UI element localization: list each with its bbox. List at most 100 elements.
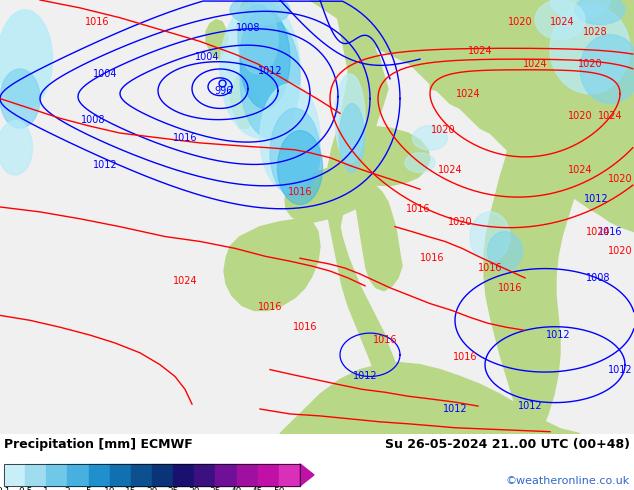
Bar (25, 464, 46, 486)
Ellipse shape (260, 84, 320, 192)
Text: 1024: 1024 (598, 111, 623, 122)
Text: 1008: 1008 (586, 273, 611, 283)
Text: 10: 10 (104, 487, 115, 490)
Text: 0.5: 0.5 (18, 487, 32, 490)
Ellipse shape (335, 74, 365, 163)
Bar (152, 464, 173, 486)
Text: Su 26-05-2024 21..00 UTC (00+48): Su 26-05-2024 21..00 UTC (00+48) (385, 438, 630, 451)
Ellipse shape (405, 153, 435, 172)
Bar (4, 464, 25, 486)
Polygon shape (346, 126, 430, 185)
Bar (194, 464, 216, 486)
Text: 1020: 1020 (430, 125, 455, 135)
Text: 1: 1 (43, 487, 49, 490)
Text: 1008: 1008 (81, 115, 105, 125)
Text: 1020: 1020 (607, 174, 632, 184)
Text: 1020: 1020 (508, 17, 533, 26)
Text: Precipitation [mm] ECMWF: Precipitation [mm] ECMWF (4, 438, 193, 451)
Polygon shape (430, 0, 634, 136)
Text: 1024: 1024 (456, 89, 481, 98)
Ellipse shape (550, 0, 610, 20)
Bar (257, 464, 279, 486)
Text: 1008: 1008 (236, 23, 260, 33)
Ellipse shape (413, 125, 448, 150)
Text: 30: 30 (188, 487, 200, 490)
Text: 1016: 1016 (406, 204, 430, 214)
Text: 1020: 1020 (448, 217, 472, 227)
Ellipse shape (220, 0, 300, 138)
Text: 1012: 1012 (518, 401, 542, 411)
Ellipse shape (339, 103, 365, 172)
Text: 1020: 1020 (607, 246, 632, 256)
Text: 1024: 1024 (550, 17, 574, 26)
Text: 1024: 1024 (437, 165, 462, 174)
Bar (4, 464, 300, 486)
Polygon shape (310, 0, 634, 177)
Text: 1028: 1028 (583, 26, 607, 37)
Text: 1016: 1016 (172, 133, 197, 143)
Text: 20: 20 (146, 487, 158, 490)
Bar (173, 464, 194, 486)
Text: 1012: 1012 (584, 194, 608, 204)
Text: 1016: 1016 (598, 226, 622, 237)
Text: 996: 996 (215, 86, 233, 96)
Text: 1012: 1012 (443, 404, 467, 414)
Polygon shape (230, 0, 260, 128)
Bar (67, 464, 89, 486)
Polygon shape (206, 20, 228, 59)
Bar (279, 464, 300, 486)
Text: 1016: 1016 (293, 322, 317, 332)
Ellipse shape (580, 34, 634, 103)
Text: 40: 40 (231, 487, 242, 490)
Text: 1020: 1020 (578, 59, 602, 69)
Text: 1024: 1024 (586, 226, 611, 237)
Ellipse shape (230, 0, 290, 24)
Text: 1024: 1024 (522, 59, 547, 69)
Polygon shape (285, 166, 375, 222)
Text: 1016: 1016 (453, 352, 477, 362)
Ellipse shape (575, 0, 625, 24)
Text: 1012: 1012 (353, 371, 377, 382)
Text: 1012: 1012 (546, 330, 571, 340)
Ellipse shape (535, 0, 585, 39)
Text: 1012: 1012 (257, 66, 282, 76)
Ellipse shape (550, 5, 630, 94)
Text: 5: 5 (86, 487, 91, 490)
Text: 45: 45 (252, 487, 263, 490)
Bar (110, 464, 131, 486)
Polygon shape (440, 0, 634, 41)
Bar (89, 464, 110, 486)
Bar (131, 464, 152, 486)
Text: 50: 50 (273, 487, 285, 490)
Ellipse shape (0, 10, 53, 108)
Ellipse shape (0, 69, 40, 128)
Ellipse shape (270, 108, 320, 197)
Text: 1016: 1016 (288, 187, 313, 197)
Text: 1004: 1004 (93, 69, 117, 79)
Text: 1020: 1020 (567, 111, 592, 122)
Text: 1024: 1024 (172, 276, 197, 286)
Bar (236, 464, 257, 486)
Ellipse shape (488, 232, 522, 271)
Text: 1016: 1016 (478, 263, 502, 273)
Bar (46, 464, 67, 486)
Text: 1024: 1024 (567, 165, 592, 174)
Ellipse shape (240, 20, 300, 138)
Text: 1016: 1016 (85, 17, 109, 26)
Text: 35: 35 (210, 487, 221, 490)
Ellipse shape (0, 121, 32, 175)
Bar (216, 464, 236, 486)
Ellipse shape (470, 212, 510, 261)
Text: 1012: 1012 (93, 160, 117, 170)
Ellipse shape (238, 5, 278, 74)
Polygon shape (300, 464, 314, 486)
Text: 1012: 1012 (607, 365, 632, 374)
Polygon shape (310, 0, 634, 232)
Text: 1024: 1024 (468, 46, 493, 56)
Text: 15: 15 (125, 487, 136, 490)
Text: 1016: 1016 (420, 253, 444, 263)
Text: 0.1: 0.1 (0, 487, 11, 490)
Text: 1016: 1016 (373, 335, 398, 345)
Polygon shape (484, 0, 594, 434)
Ellipse shape (240, 10, 290, 108)
